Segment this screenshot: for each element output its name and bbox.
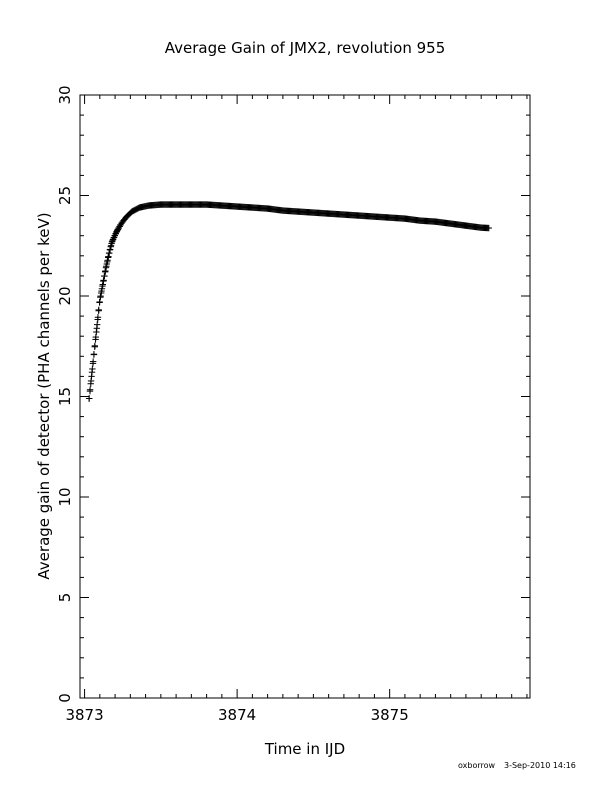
data-point <box>89 365 96 373</box>
footer-author: oxborrow <box>458 761 496 770</box>
data-point <box>89 358 97 365</box>
data-point <box>117 221 124 229</box>
data-point <box>93 321 101 328</box>
data-point <box>100 277 107 284</box>
data-point <box>95 306 102 314</box>
y-tick-label: 30 <box>56 85 74 104</box>
data-point <box>106 246 114 254</box>
data-point <box>90 350 98 358</box>
y-tick-label: 5 <box>56 593 74 603</box>
data-point <box>97 289 105 297</box>
data-series <box>85 201 493 402</box>
y-tick-label: 0 <box>56 693 74 703</box>
data-point <box>88 373 95 380</box>
data-point <box>99 281 106 288</box>
data-point <box>113 228 120 236</box>
data-point <box>94 314 102 321</box>
data-point <box>85 395 93 402</box>
data-point <box>96 299 103 306</box>
axis-tick-labels: 0 5 10 15 20 25 30 3873 3874 3875 <box>56 85 409 724</box>
data-point <box>115 224 122 232</box>
data-point <box>102 264 110 271</box>
data-point <box>97 294 104 301</box>
y-axis-label: Average gain of detector (PHA channels p… <box>35 212 53 579</box>
data-point <box>116 223 123 230</box>
data-point <box>101 268 109 276</box>
x-tick-label: 3875 <box>371 706 409 724</box>
x-tick-label: 3873 <box>65 706 103 724</box>
data-point <box>104 257 111 264</box>
y-tick-label: 10 <box>56 487 74 506</box>
y-tick-label: 25 <box>56 186 74 205</box>
data-point <box>485 224 493 232</box>
data-point <box>93 328 100 336</box>
data-point <box>105 249 113 257</box>
data-point <box>91 343 98 351</box>
data-point <box>101 272 108 280</box>
y-tick-label: 15 <box>56 387 74 406</box>
data-point <box>86 387 94 395</box>
data-point <box>105 253 112 260</box>
x-axis-label: Time in IJD <box>264 740 345 758</box>
x-tick-label: 3874 <box>218 706 256 724</box>
data-point <box>92 336 99 343</box>
data-point <box>107 243 114 250</box>
data-point <box>103 260 110 268</box>
axis-ticks <box>80 94 530 699</box>
data-point <box>113 227 121 234</box>
chart-title: Average Gain of JMX2, revolution 955 <box>165 39 446 57</box>
data-point <box>98 285 106 292</box>
footer-datetime: 3-Sep-2010 14:16 <box>504 761 576 770</box>
data-point <box>114 226 122 233</box>
data-point <box>87 380 94 387</box>
y-tick-label: 20 <box>56 286 74 305</box>
plot-frame <box>79 94 531 699</box>
